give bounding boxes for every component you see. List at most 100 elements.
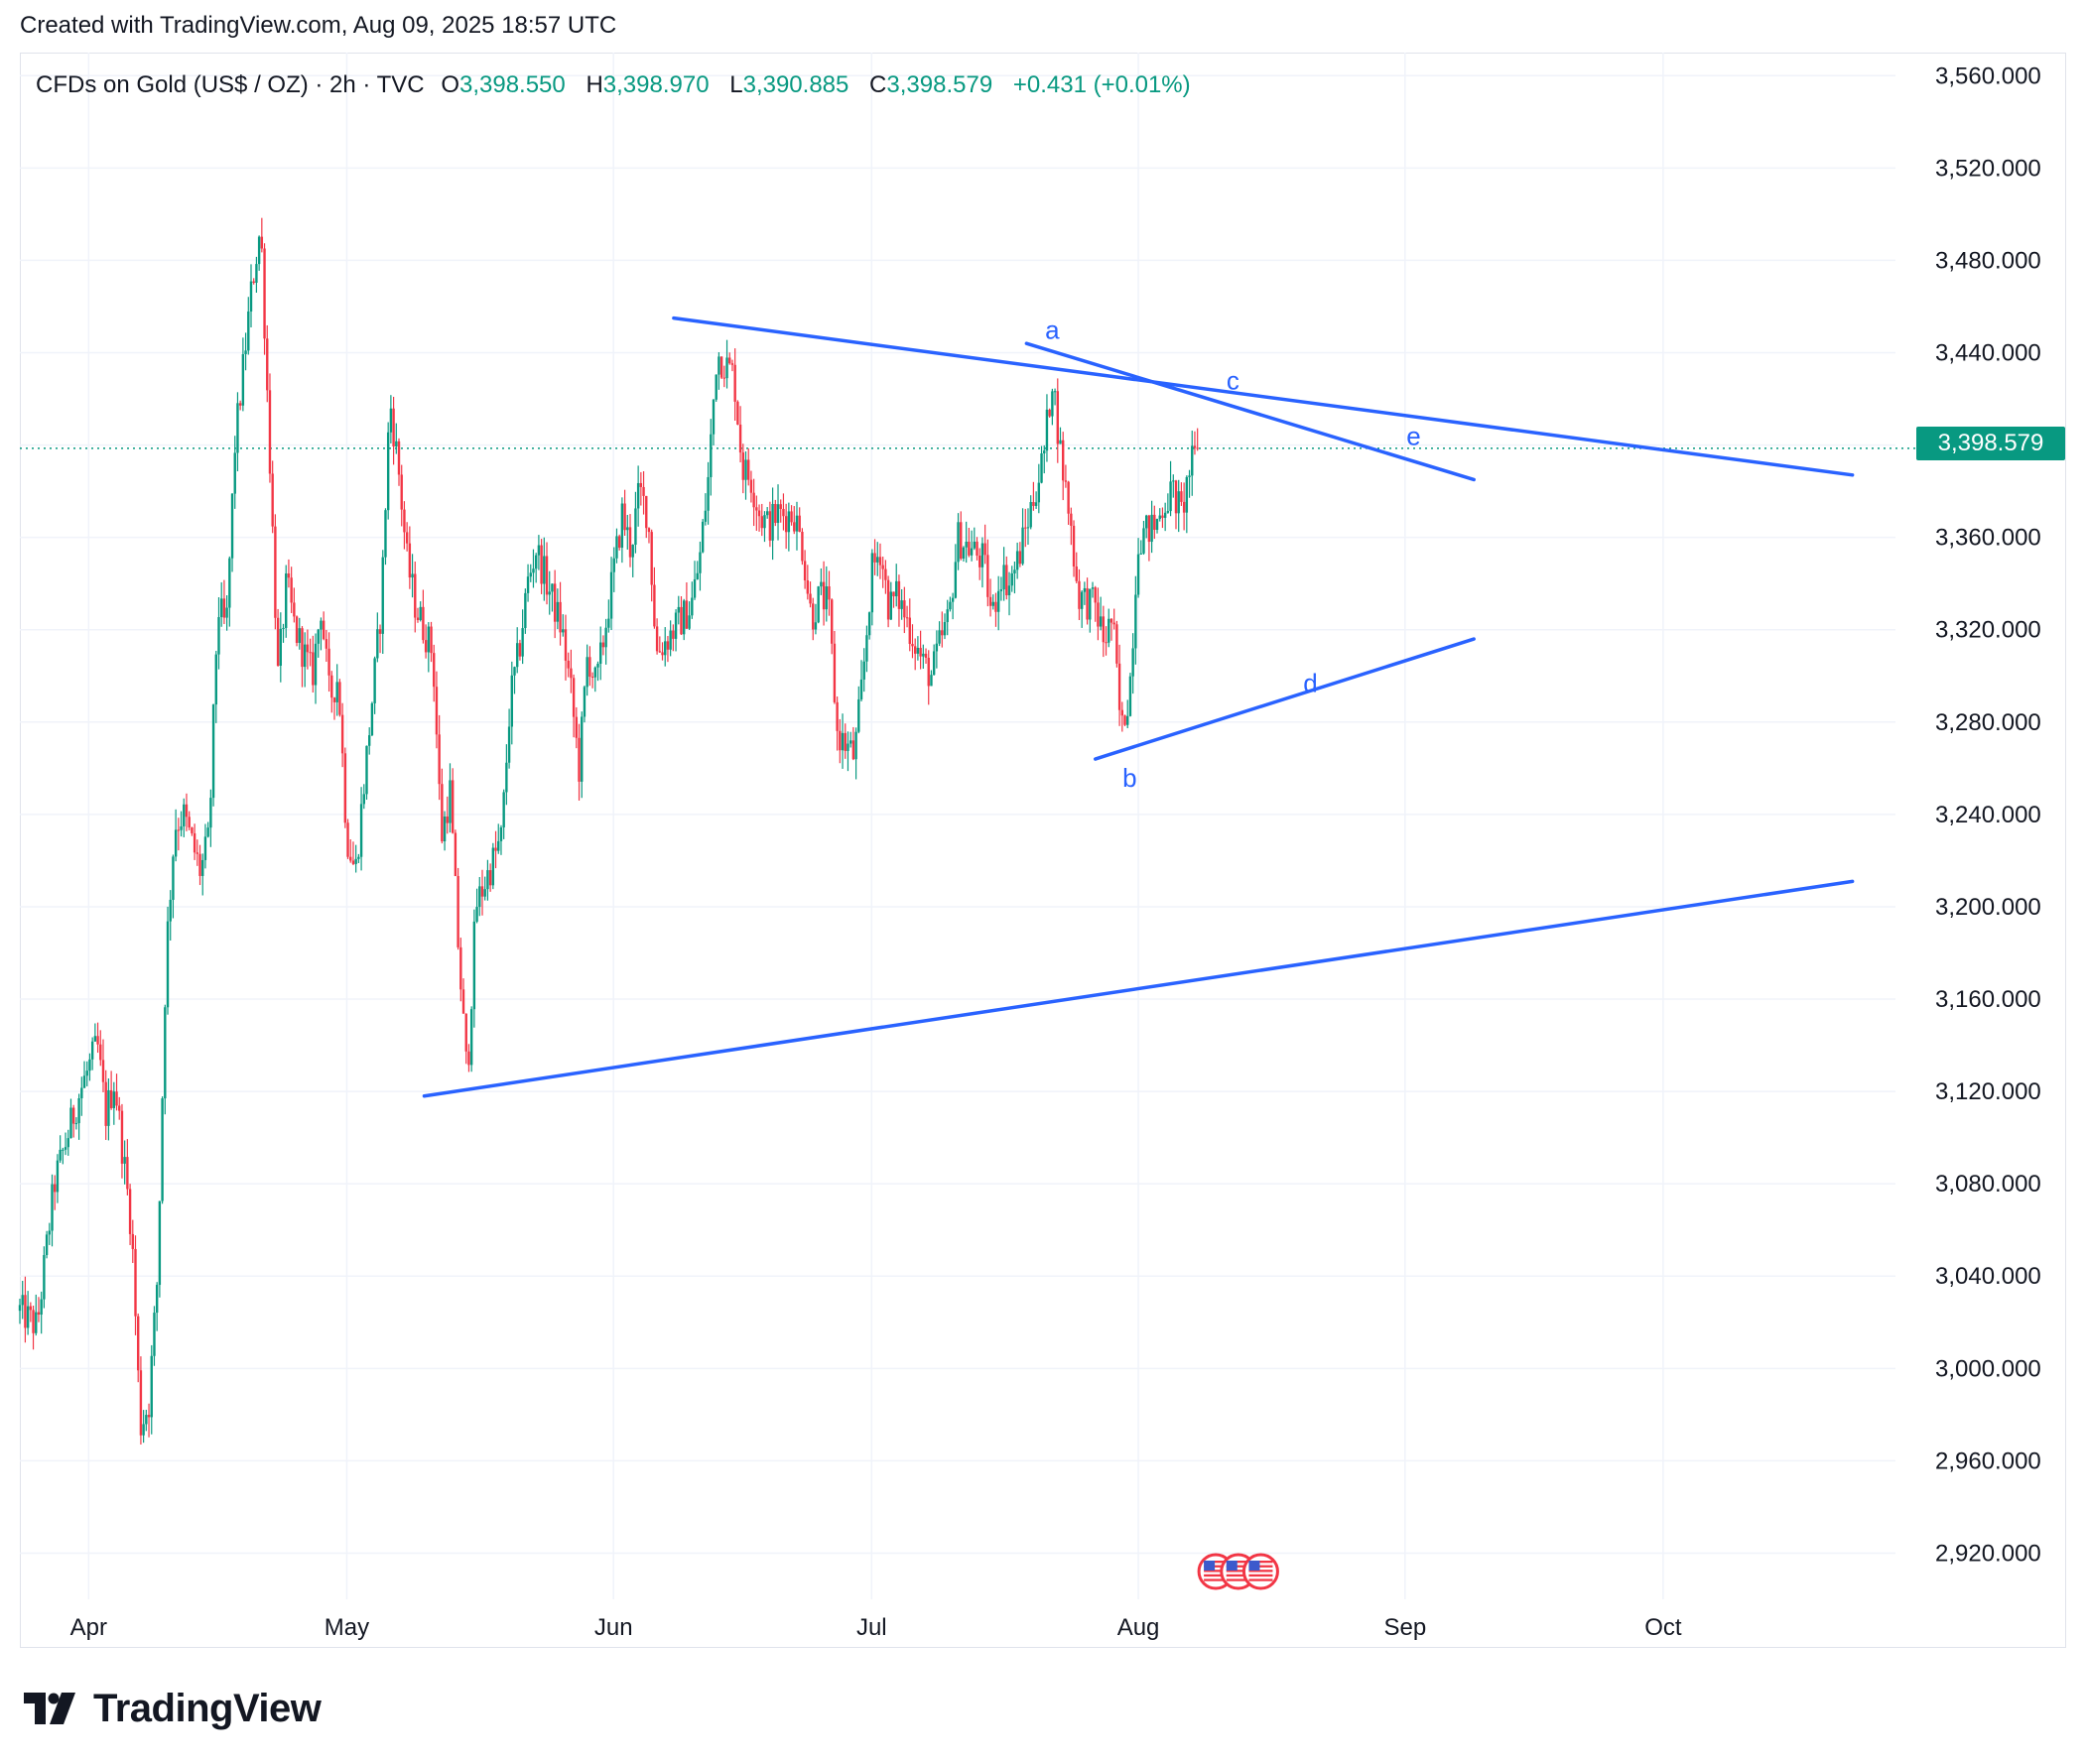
candle-body (287, 573, 291, 578)
chart-frame[interactable] (20, 53, 2066, 1648)
candle-body (1163, 512, 1167, 518)
candle-body (400, 474, 403, 510)
candle-body (537, 545, 541, 556)
candle-body (397, 441, 401, 475)
candle-body (1099, 616, 1103, 627)
candle-body (725, 357, 728, 379)
candle-body (1037, 482, 1041, 503)
x-tick-label: Jun (594, 1614, 633, 1641)
candle-body (878, 557, 882, 566)
candle-body (271, 473, 274, 527)
candle-body (1051, 391, 1054, 417)
candle-body (927, 657, 930, 687)
candle-body (669, 630, 672, 650)
candle-body (90, 1041, 94, 1060)
candle-body (847, 743, 849, 751)
candle-body (752, 492, 755, 508)
y-tick-label: 3,480.000 (1935, 247, 2041, 274)
flag-stripe (1204, 1574, 1229, 1577)
candle-body (631, 545, 634, 558)
candle-body (841, 732, 845, 751)
candle-body (48, 1230, 52, 1235)
candle-body (865, 635, 868, 662)
candle-body (738, 424, 742, 453)
event-icons (1197, 1553, 1279, 1590)
candle-body (430, 626, 433, 654)
candle-body (18, 1305, 22, 1312)
candle-body (666, 641, 670, 650)
tradingview-logo[interactable]: TradingView (24, 1687, 322, 1730)
candle-body (290, 577, 293, 603)
candle-body (422, 606, 425, 641)
candle-body (169, 899, 172, 922)
candle-body (722, 377, 726, 379)
y-tick-label: 3,280.000 (1935, 709, 2041, 736)
candle-body (454, 832, 457, 876)
candle-body (449, 780, 452, 823)
candle-body (1034, 502, 1038, 506)
candle-body (209, 798, 212, 828)
candle-body (115, 1091, 118, 1106)
candle-body (279, 628, 283, 666)
change-value: +0.431 (+0.01%) (1012, 71, 1191, 98)
candle-body (870, 553, 874, 613)
candle-body (222, 598, 226, 618)
candle-body (854, 731, 857, 760)
candle-body (983, 543, 986, 556)
candle-body (1153, 514, 1156, 531)
candle-body (943, 622, 947, 636)
candle-body (1024, 527, 1027, 529)
candle-body (88, 1059, 91, 1071)
candle-body (892, 591, 895, 597)
candle-body (185, 804, 189, 818)
candle-body (647, 528, 651, 533)
candle-body (790, 511, 793, 523)
candle-body (859, 679, 863, 699)
candle-body (1188, 475, 1191, 477)
candle-body (1015, 551, 1019, 570)
symbol-name[interactable]: CFDs on Gold (US$ / OZ) · 2h · TVC (36, 71, 425, 98)
flag-stripe (1204, 1570, 1229, 1573)
candle-body (480, 886, 484, 897)
candle-body (672, 630, 675, 639)
candle-body (255, 264, 258, 283)
flag-stripe (1226, 1565, 1250, 1568)
candle-body (1078, 580, 1081, 609)
candle-body (556, 601, 560, 622)
us-flag-icon[interactable] (1241, 1553, 1279, 1590)
candle-body (196, 852, 199, 854)
candle-body (225, 607, 228, 618)
candle-body (35, 1312, 38, 1333)
candle-body (809, 593, 812, 604)
candle-body (354, 858, 357, 864)
candle-body (1169, 481, 1172, 512)
candle-body (241, 354, 245, 406)
candle-body (765, 511, 769, 516)
candle-body (274, 526, 277, 618)
candle-body (1102, 616, 1106, 643)
y-tick-label: 3,320.000 (1935, 617, 2041, 644)
candle-body (1091, 587, 1095, 589)
candle-body (564, 629, 568, 661)
candle-body (717, 356, 720, 375)
candle-body (56, 1160, 60, 1193)
high-label: H (586, 71, 603, 98)
candle-body (691, 597, 694, 616)
candle-body (526, 576, 530, 593)
candle-body (545, 556, 549, 595)
candle-body (461, 989, 465, 1014)
candle-body (844, 732, 847, 751)
candle-body (682, 600, 686, 635)
candle-body (548, 591, 551, 595)
candle-body (1161, 515, 1164, 518)
candle-body (518, 643, 522, 657)
candle-body (639, 482, 643, 487)
candle-body (524, 592, 527, 629)
candle-body (570, 668, 573, 679)
candle-body (976, 541, 978, 557)
candle-body (139, 1370, 143, 1436)
x-tick-label: Aug (1117, 1614, 1160, 1641)
trendline-upper-boundary (672, 315, 1855, 477)
candle-body (51, 1184, 54, 1231)
